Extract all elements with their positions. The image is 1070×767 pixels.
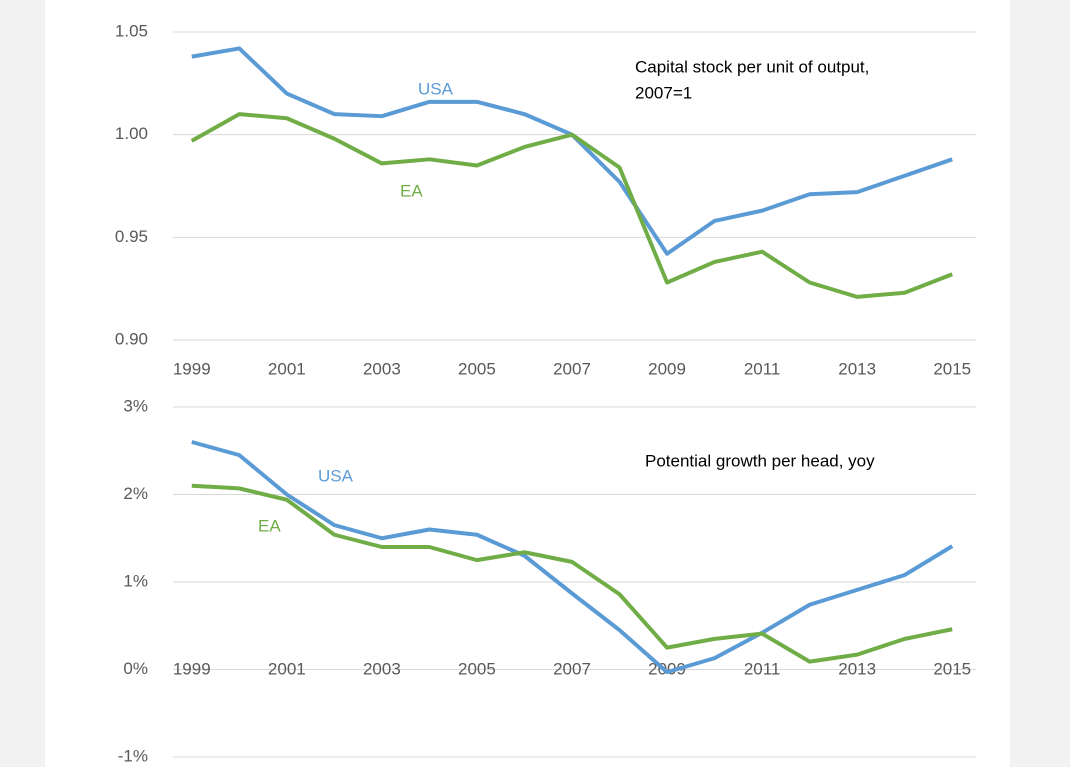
y-tick-label: 0% (123, 659, 148, 678)
series-label: EA (400, 181, 423, 200)
x-tick-label: 2013 (838, 359, 876, 378)
annotation: Capital stock per unit of output, (635, 57, 869, 76)
annotation: 2007=1 (635, 83, 692, 102)
y-tick-label: 0.90 (115, 329, 148, 348)
panel (45, 0, 1010, 767)
y-tick-label: 2% (123, 484, 148, 503)
x-tick-label: 2007 (553, 359, 591, 378)
annotation: Potential growth per head, yoy (645, 451, 875, 470)
x-tick-label: 2007 (553, 659, 591, 678)
x-tick-label: 2005 (458, 359, 496, 378)
series-line (190, 112, 953, 299)
y-tick-label: 1.00 (115, 124, 148, 143)
series-label: USA (318, 466, 354, 485)
x-tick-label: 2003 (363, 359, 401, 378)
y-tick-label: 0.95 (115, 227, 148, 246)
series-label: USA (418, 79, 454, 98)
x-tick-label: 1999 (173, 359, 211, 378)
x-tick-label: 2005 (458, 659, 496, 678)
x-tick-label: 2015 (933, 359, 971, 378)
x-tick-label: 2003 (363, 659, 401, 678)
y-tick-label: 3% (123, 396, 148, 415)
y-tick-label: 1% (123, 571, 148, 590)
y-tick-label: -1% (118, 746, 148, 765)
x-tick-label: 2001 (268, 659, 306, 678)
x-tick-label: 2015 (933, 659, 971, 678)
x-tick-label: 1999 (173, 659, 211, 678)
series-label: EA (258, 516, 281, 535)
x-tick-label: 2009 (648, 359, 686, 378)
series-line (191, 483, 953, 664)
x-tick-label: 2013 (838, 659, 876, 678)
x-tick-label: 2011 (744, 659, 781, 678)
x-tick-label: 2011 (744, 359, 781, 378)
y-tick-label: 1.05 (115, 21, 148, 40)
x-tick-label: 2001 (268, 359, 306, 378)
series-line (191, 440, 954, 675)
